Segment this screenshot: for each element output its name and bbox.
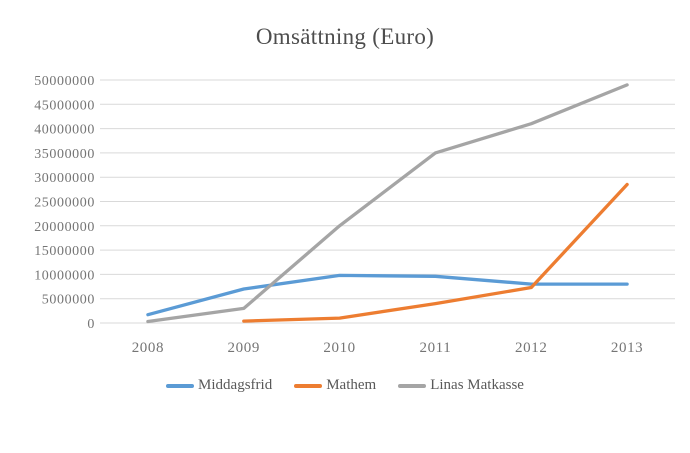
y-axis-tick-label: 50000000: [34, 74, 95, 89]
x-axis-tick-label: 2008: [132, 340, 164, 356]
legend-label: Linas Matkasse: [430, 377, 524, 393]
series-line-linas-matkasse: [146, 83, 629, 324]
legend-label: Mathem: [326, 377, 377, 393]
legend-swatch-middagsfrid: [166, 383, 195, 388]
x-axis-tick-label: 2010: [323, 340, 355, 356]
legend: Middagsfrid Mathem Linas Matkasse: [0, 377, 690, 394]
y-axis-tick-label: 15000000: [34, 244, 95, 259]
x-axis-tick-label: 2011: [419, 340, 451, 356]
legend-item-middagsfrid: Middagsfrid: [166, 377, 272, 394]
y-axis-tick-label: 5000000: [42, 293, 95, 308]
series-line-middagsfrid: [146, 273, 629, 317]
legend-item-linas-matkasse: Linas Matkasse: [398, 377, 524, 394]
y-axis-tick-label: 25000000: [34, 196, 95, 211]
y-axis-tick-label: 0: [87, 317, 95, 332]
x-axis-tick-label: 2012: [515, 340, 547, 356]
y-axis-tick-label: 35000000: [34, 147, 95, 162]
legend-swatch-linas-matkasse: [398, 383, 427, 388]
x-axis-tick-label: 2013: [611, 340, 643, 356]
y-axis-tick-label: 45000000: [34, 98, 95, 113]
chart-title: Omsättning (Euro): [255, 24, 435, 49]
legend-swatch-mathem: [294, 383, 323, 388]
series-line-mathem: [242, 182, 629, 323]
legend-label: Middagsfrid: [198, 377, 273, 393]
legend-item-mathem: Mathem: [294, 377, 376, 394]
x-axis-tick-label: 2009: [228, 340, 260, 356]
y-axis-tick-label: 40000000: [34, 123, 95, 138]
y-axis-tick-label: 20000000: [34, 220, 95, 235]
y-axis-tick-label: 10000000: [34, 268, 95, 283]
y-axis-tick-label: 30000000: [34, 171, 95, 186]
